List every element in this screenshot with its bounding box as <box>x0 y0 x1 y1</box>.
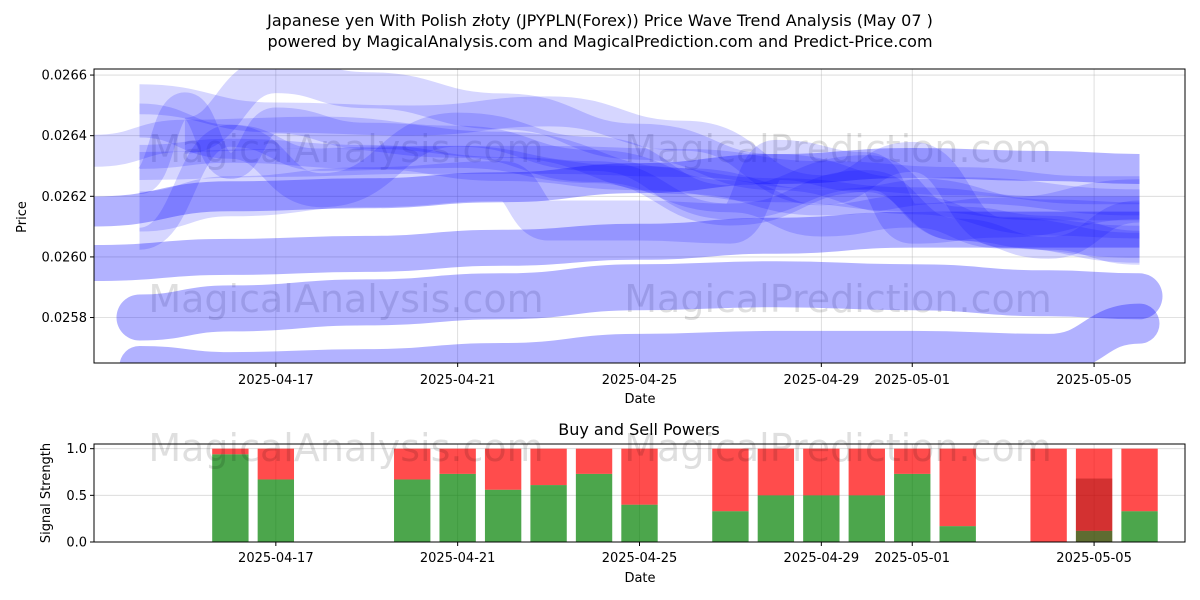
wave-series-line <box>116 261 1163 341</box>
figure-title-line1: Japanese yen With Polish złoty (JPYPLN(F… <box>266 11 933 30</box>
price-watermark-4: MagicalPrediction.com <box>624 277 1052 321</box>
buy-power-bar <box>757 495 795 542</box>
buy-power-bar <box>212 454 249 542</box>
buy-power-bar <box>848 495 885 542</box>
price-x-tick-label: 2025-05-05 <box>1056 373 1132 388</box>
wave-series-line <box>139 84 1140 263</box>
sell-power-bar <box>212 448 249 455</box>
sell-power-bar <box>394 448 431 480</box>
price-y-axis-label: Price <box>15 201 30 233</box>
buy-power-bar <box>530 485 567 542</box>
price-x-tick-label: 2025-04-25 <box>602 373 678 388</box>
signal-watermark-1: MagicalAnalysis.com <box>148 426 543 470</box>
sell-power-bar <box>803 448 840 496</box>
buy-power-bar <box>257 479 295 542</box>
wave-series-line <box>139 139 1140 244</box>
wave-series-line <box>183 69 1140 239</box>
buy-power-bar <box>394 479 431 542</box>
signal-x-ticks: 2025-04-17 2025-04-21 2025-04-25 2025-04-29… <box>238 542 1132 566</box>
wave-series-line <box>94 148 1140 227</box>
signal-y-tick-label: 0.5 <box>66 489 87 504</box>
sell-power-bar <box>1030 448 1067 542</box>
signal-x-tick-label: 2025-04-25 <box>602 551 678 566</box>
sell-power-bar <box>894 448 931 474</box>
signal-y-tick-label: 0.0 <box>66 536 87 551</box>
wave-series-line <box>94 211 1140 281</box>
wave-series-line <box>94 116 1140 258</box>
sell-power-bar <box>1075 448 1113 531</box>
price-x-tick-label: 2025-04-29 <box>784 373 860 388</box>
signal-panel-title: Buy and Sell Powers <box>558 420 720 439</box>
buy-power-bar <box>575 473 613 542</box>
price-watermark-3: MagicalAnalysis.com <box>148 277 543 321</box>
price-y-tick-label: 0.0266 <box>42 69 88 84</box>
price-watermark-2: MagicalPrediction.com <box>624 127 1052 171</box>
wave-series-line <box>135 92 1140 216</box>
buy-power-bar <box>1121 511 1158 542</box>
signal-x-tick-label: 2025-04-29 <box>784 551 860 566</box>
sell-power-bar <box>530 448 567 486</box>
sell-power-bar <box>484 448 522 490</box>
signal-y-ticks: 0.0 0.5 1.0 <box>66 442 94 551</box>
price-y-tick-label: 0.0260 <box>42 250 88 265</box>
wave-series-line <box>139 145 1140 205</box>
signal-y-axis-label: Signal Strength <box>39 443 54 543</box>
wave-series-group <box>94 69 1163 363</box>
buy-power-bar <box>939 526 976 542</box>
price-grid <box>94 69 1185 363</box>
price-y-tick-label: 0.0258 <box>42 311 88 326</box>
signal-bars-group <box>212 448 1158 542</box>
price-x-ticks: 2025-04-17 2025-04-21 2025-04-25 2025-04-29… <box>238 363 1132 388</box>
wave-series-line <box>137 124 1141 259</box>
signal-panel: Buy and Sell Powers MagicalAnalysis.com … <box>39 420 1186 586</box>
sell-power-bar <box>257 448 295 480</box>
price-y-ticks: 0.0258 0.0260 0.0262 0.0264 0.0266 <box>42 69 94 326</box>
wave-series-line <box>138 103 1140 265</box>
signal-x-tick-label: 2025-05-05 <box>1056 551 1132 566</box>
buy-power-bar <box>1075 530 1113 542</box>
overlap-power-bar <box>1075 478 1113 542</box>
signal-watermark-2: MagicalPrediction.com <box>624 426 1052 470</box>
sell-power-bar <box>848 448 885 496</box>
price-y-tick-label: 0.0264 <box>42 129 88 144</box>
buy-power-bar <box>439 473 476 542</box>
signal-x-tick-label: 2025-05-01 <box>874 551 950 566</box>
sell-power-bar <box>712 448 749 512</box>
buy-power-bar <box>484 489 522 542</box>
buy-power-bar <box>894 473 931 542</box>
price-x-tick-label: 2025-04-17 <box>238 373 314 388</box>
price-y-tick-label: 0.0262 <box>42 190 88 205</box>
figure-title-line2: powered by MagicalAnalysis.com and Magic… <box>267 32 932 51</box>
wave-series-line <box>139 138 1140 221</box>
wave-series-line <box>119 303 1160 363</box>
buy-power-bar <box>712 511 749 542</box>
sell-power-bar <box>1121 448 1158 512</box>
buy-power-bar <box>803 495 840 542</box>
sell-power-bar <box>621 448 658 505</box>
sell-power-bar <box>939 448 976 527</box>
price-x-tick-label: 2025-04-21 <box>420 373 496 388</box>
price-x-axis-label: Date <box>624 392 655 407</box>
price-x-tick-label: 2025-05-01 <box>874 373 950 388</box>
signal-x-axis-label: Date <box>624 571 655 586</box>
price-watermark-1: MagicalAnalysis.com <box>148 127 543 171</box>
price-panel: MagicalAnalysis.com MagicalPrediction.co… <box>15 68 1186 407</box>
signal-x-tick-label: 2025-04-17 <box>238 551 314 566</box>
signal-x-tick-label: 2025-04-21 <box>420 551 496 566</box>
signal-y-tick-label: 1.0 <box>66 442 87 457</box>
sell-power-bar <box>757 448 795 496</box>
signal-watermarks: MagicalAnalysis.com MagicalPrediction.co… <box>148 426 1051 470</box>
buy-power-bar <box>621 504 658 542</box>
sell-power-bar <box>575 448 613 474</box>
price-watermarks: MagicalAnalysis.com MagicalPrediction.co… <box>148 127 1051 321</box>
sell-power-bar <box>439 448 476 474</box>
